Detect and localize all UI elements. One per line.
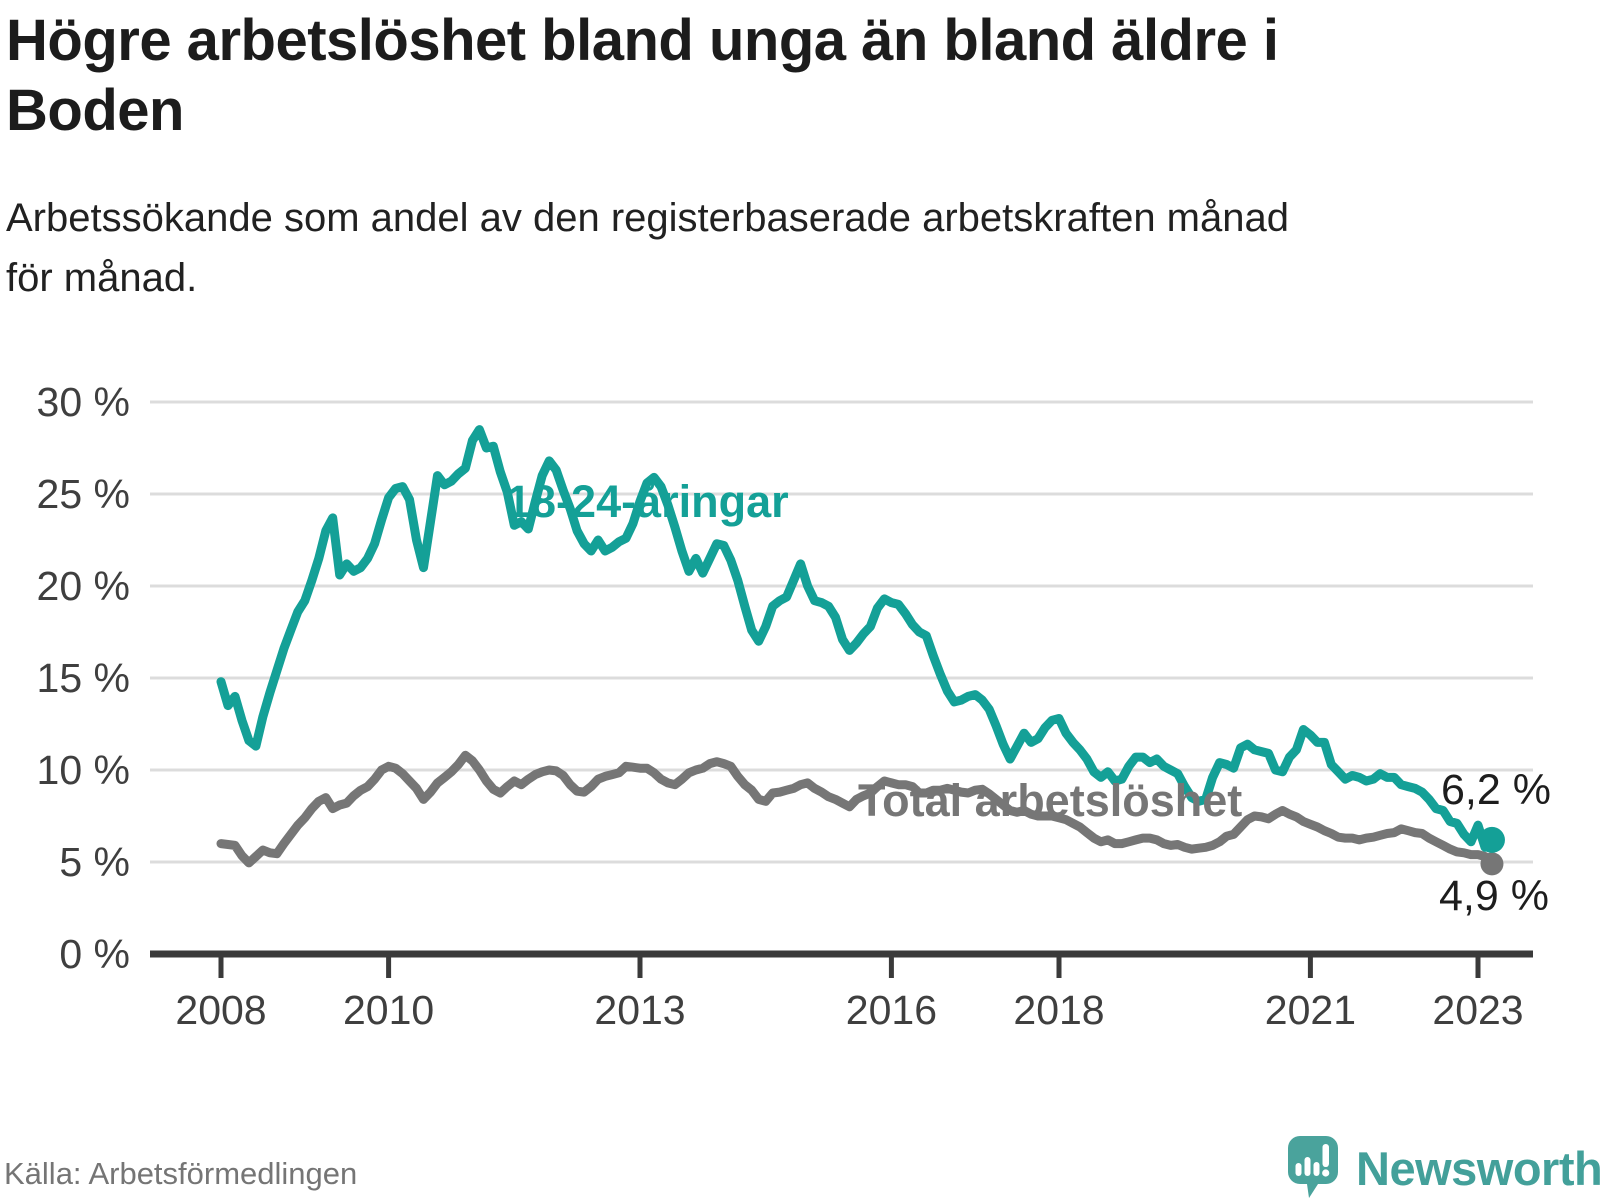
- y-tick-label-25: 25 %: [37, 471, 130, 517]
- x-tick-label-2013: 2013: [594, 987, 685, 1033]
- axis-tick-labels: 0 % 5 % 10 % 15 % 20 % 25 % 30 % 2008 2010 2013 20…: [37, 379, 1524, 1033]
- end-value-label-total: 4,9 %: [1439, 872, 1549, 920]
- x-tick-label-2008: 2008: [175, 987, 266, 1033]
- newsworthy-logo-text: Newsworthy: [1356, 1141, 1600, 1195]
- series-label-youth: 18-24-åringar: [506, 476, 789, 527]
- source-note: Källa: Arbetsförmedlingen: [4, 1156, 358, 1191]
- y-tick-label-30: 30 %: [37, 379, 130, 425]
- x-tick-label-2021: 2021: [1265, 987, 1356, 1033]
- series-end-dot-0: [1480, 852, 1504, 876]
- y-tick-label-20: 20 %: [37, 563, 130, 609]
- x-tick-label-2023: 2023: [1432, 987, 1523, 1033]
- series-line-0: [216, 750, 1497, 869]
- series-label-total: Total arbetslöshet: [858, 775, 1243, 826]
- x-axis: [150, 950, 1533, 978]
- y-tick-label-10: 10 %: [37, 747, 130, 793]
- x-tick-label-2018: 2018: [1013, 987, 1104, 1033]
- series-line-1: [216, 425, 1497, 852]
- y-tick-label-0: 0 %: [59, 931, 130, 977]
- gridlines: [150, 400, 1533, 864]
- series-end-dots: [1478, 826, 1505, 876]
- page-title: Högre arbetslöshet bland unga än bland ä…: [6, 8, 1279, 143]
- x-tick-label-2010: 2010: [343, 987, 434, 1033]
- newsworthy-logo-icon: [1288, 1136, 1338, 1198]
- x-tick-label-2016: 2016: [846, 987, 937, 1033]
- series-end-dot-1: [1478, 826, 1505, 853]
- end-value-label-youth: 6,2 %: [1441, 766, 1551, 814]
- newsworthy-logo: Newsworthy: [1288, 1136, 1600, 1200]
- y-tick-label-5: 5 %: [59, 839, 130, 885]
- series-lines: [216, 425, 1497, 869]
- y-tick-label-15: 15 %: [37, 655, 130, 701]
- page-subtitle: Arbetssökande som andel av den registerb…: [6, 196, 1289, 300]
